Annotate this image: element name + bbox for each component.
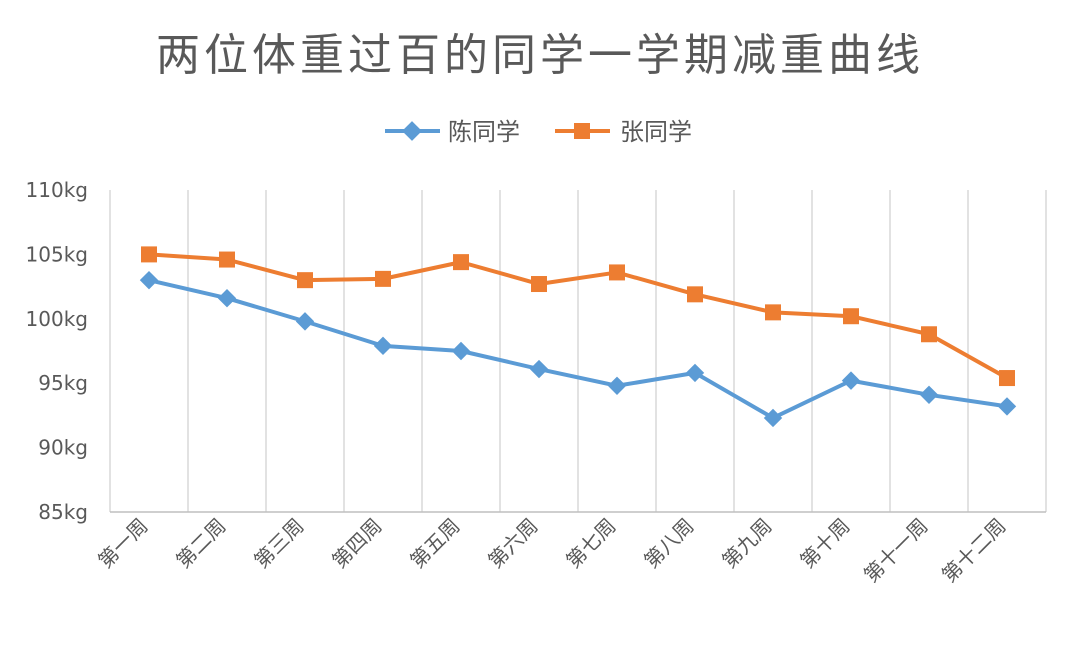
data-point-1 bbox=[531, 276, 547, 293]
data-point-0 bbox=[139, 270, 159, 290]
y-tick-label: 90kg bbox=[38, 436, 88, 460]
series-line-1 bbox=[147, 252, 1009, 381]
legend-label-chen: 陈同学 bbox=[448, 118, 520, 146]
x-tick-label: 第四周 bbox=[327, 514, 386, 573]
data-point-1 bbox=[609, 264, 625, 281]
x-tick-label: 第九周 bbox=[717, 514, 776, 573]
y-tick-label: 95kg bbox=[38, 371, 88, 395]
grid bbox=[187, 190, 969, 512]
x-tick-label: 第七周 bbox=[561, 514, 620, 573]
x-tick-label: 第五周 bbox=[405, 514, 464, 573]
data-point-1 bbox=[375, 270, 391, 287]
data-point-1 bbox=[921, 326, 937, 343]
x-tick-label: 第十二周 bbox=[937, 514, 1011, 588]
data-point-0 bbox=[919, 385, 939, 404]
data-point-1 bbox=[219, 251, 235, 268]
legend-marker-chen bbox=[402, 121, 422, 141]
data-point-0 bbox=[217, 288, 237, 308]
data-point-1 bbox=[141, 246, 157, 263]
data-point-0 bbox=[997, 397, 1017, 416]
x-tick-label: 第三周 bbox=[249, 514, 308, 573]
x-tick-label: 第一周 bbox=[93, 514, 152, 573]
legend: 陈同学 张同学 bbox=[385, 118, 692, 146]
x-tick-label: 第十一周 bbox=[859, 514, 933, 588]
data-point-0 bbox=[529, 359, 549, 379]
legend-label-zhang: 张同学 bbox=[620, 118, 692, 146]
data-point-0 bbox=[685, 363, 705, 383]
series-line-0 bbox=[147, 278, 1009, 420]
data-point-1 bbox=[297, 272, 313, 289]
legend-marker-zhang bbox=[574, 123, 590, 139]
data-point-0 bbox=[373, 336, 393, 356]
x-tick-label: 第六周 bbox=[483, 514, 542, 573]
data-point-0 bbox=[763, 408, 783, 428]
data-point-1 bbox=[687, 286, 703, 303]
y-tick-label: 110kg bbox=[26, 178, 88, 202]
y-tick-label: 100kg bbox=[26, 307, 88, 331]
x-tick-label: 第八周 bbox=[639, 514, 698, 573]
y-tick-label: 85kg bbox=[38, 500, 88, 524]
y-tick-label: 105kg bbox=[26, 242, 88, 266]
series bbox=[139, 246, 1017, 428]
chart-title: 两位体重过百的同学一学期减重曲线 bbox=[156, 30, 924, 81]
data-point-1 bbox=[453, 254, 469, 271]
data-point-1 bbox=[999, 370, 1015, 387]
axes: 85kg90kg95kg100kg105kg110kg第一周 第二周 第三周 第四周第… bbox=[26, 178, 1047, 588]
data-point-1 bbox=[843, 308, 859, 325]
data-point-1 bbox=[765, 304, 781, 321]
data-point-0 bbox=[295, 312, 315, 331]
data-point-0 bbox=[841, 371, 861, 390]
x-tick-label: 第二周 bbox=[171, 514, 230, 573]
data-point-0 bbox=[451, 341, 471, 361]
x-tick-label: 第十周 bbox=[795, 514, 854, 573]
data-point-0 bbox=[607, 376, 627, 395]
